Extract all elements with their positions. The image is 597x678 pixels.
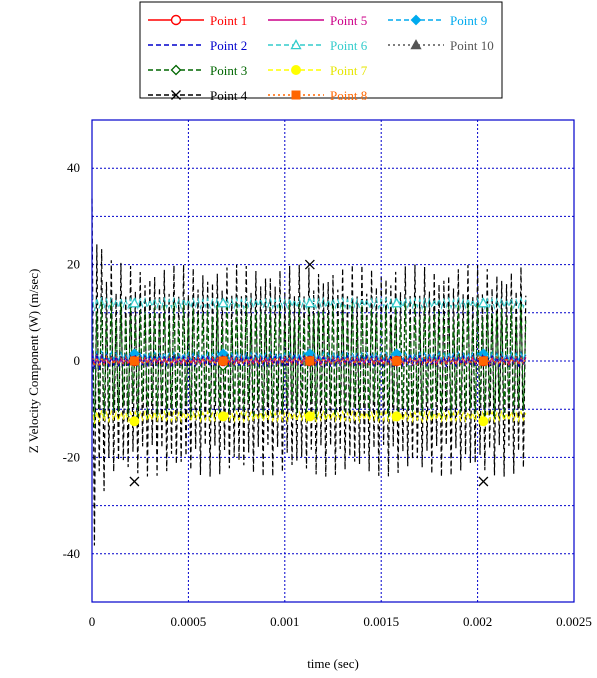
legend-label: Point 6 [330, 38, 368, 53]
series-line [91, 293, 527, 312]
legend: Point 1 Point 2 Point 3 Point 4 Point 5 Point… [139, 1, 503, 103]
data-marker [410, 14, 422, 26]
data-marker [478, 416, 489, 427]
legend-item: Point 7 [268, 63, 368, 78]
x-tick-label: 0.0015 [363, 614, 399, 629]
legend-label: Point 7 [330, 63, 368, 78]
y-tick-label: 20 [67, 257, 80, 272]
legend-item: Point 4 [148, 88, 248, 103]
data-marker [392, 356, 402, 366]
legend-item: Point 1 [148, 13, 247, 28]
data-marker [305, 356, 315, 366]
data-marker [129, 356, 139, 366]
legend-label: Point 2 [210, 38, 247, 53]
data-marker [218, 356, 228, 366]
data-marker [478, 356, 488, 366]
legend-item: Point 6 [268, 38, 368, 53]
x-tick-label: 0.0005 [171, 614, 207, 629]
data-marker [218, 411, 229, 422]
data-marker [171, 90, 181, 100]
legend-box [139, 1, 503, 99]
data-marker [170, 14, 182, 26]
data-marker [477, 297, 489, 308]
data-marker [129, 416, 140, 427]
legend-item: Point 3 [148, 63, 247, 78]
series-point-4 [91, 198, 527, 546]
legend-item: Point 10 [388, 38, 494, 53]
series-line [91, 198, 527, 546]
legend-label: Point 5 [330, 13, 367, 28]
plot-frame [91, 119, 575, 603]
data-marker [304, 297, 316, 308]
series-point-7 [91, 406, 527, 427]
series-line [91, 295, 527, 428]
x-tick-label: 0.0025 [556, 614, 592, 629]
data-marker [290, 39, 302, 50]
legend-label: Point 4 [210, 88, 248, 103]
series-point-9 [91, 346, 527, 364]
marker-stroke [129, 476, 140, 487]
axis-ticks: 0 0.0005 0.001 0.0015 0.002 0.0025 -40 -20 0 20 40 [63, 160, 592, 629]
y-tick-label: 0 [74, 353, 81, 368]
data-marker [410, 39, 422, 50]
data-marker [391, 297, 403, 308]
x-tick-label: 0.001 [270, 614, 299, 629]
plot-border [91, 119, 575, 603]
y-axis-label: Z Velocity Component (W) (m/sec) [26, 269, 41, 454]
x-tick-label: 0 [89, 614, 96, 629]
legend-label: Point 9 [450, 13, 487, 28]
data-marker [478, 476, 489, 487]
data-marker [170, 64, 182, 76]
marker-stroke [304, 259, 315, 270]
grid [91, 119, 575, 603]
series-point-6 [91, 293, 527, 312]
data-marker [391, 411, 402, 422]
legend-item: Point 9 [388, 13, 487, 28]
data-marker [291, 65, 301, 75]
data-marker [128, 297, 141, 308]
series-point-8 [91, 352, 527, 367]
plot-series [91, 198, 527, 546]
marker-stroke [171, 90, 181, 100]
legend-item: Point 8 [268, 88, 367, 103]
data-marker [217, 297, 229, 308]
x-tick-label: 0.002 [463, 614, 492, 629]
data-marker [304, 411, 315, 422]
legend-item: Point 5 [268, 13, 367, 28]
data-marker [129, 476, 140, 487]
legend-label: Point 3 [210, 63, 247, 78]
marker-stroke [478, 476, 489, 487]
x-axis-label: time (sec) [307, 656, 359, 671]
data-marker [291, 90, 301, 100]
legend-label: Point 10 [450, 38, 494, 53]
data-marker [304, 259, 315, 270]
legend-label: Point 8 [330, 88, 367, 103]
y-tick-label: -20 [63, 449, 80, 464]
y-tick-label: 40 [67, 160, 80, 175]
y-tick-label: -40 [63, 546, 80, 561]
legend-item: Point 2 [148, 38, 247, 53]
legend-label: Point 1 [210, 13, 247, 28]
